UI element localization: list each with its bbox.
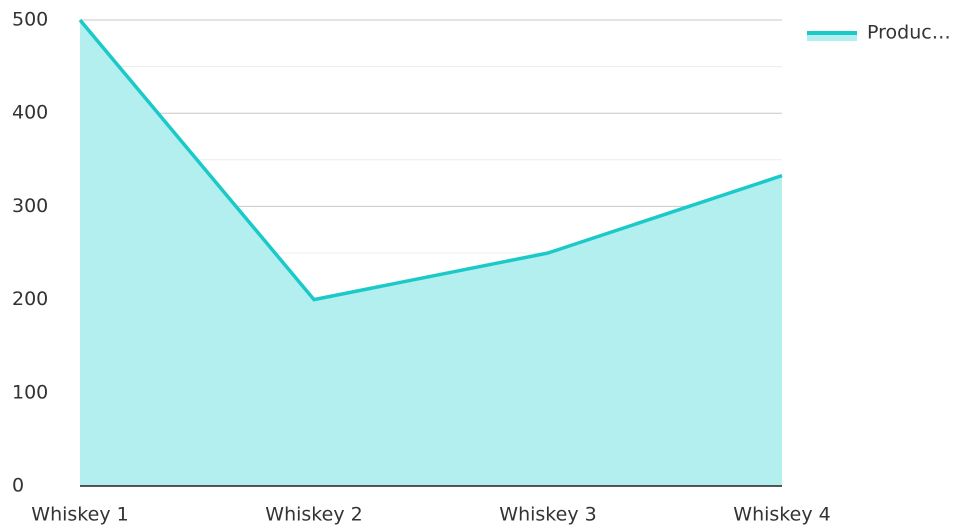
y-tick-label: 300: [12, 195, 48, 217]
x-tick-label: Whiskey 1: [31, 504, 128, 526]
y-tick-label: 200: [12, 288, 48, 310]
y-tick-label: 100: [12, 381, 48, 403]
line: [78, 18, 783, 302]
x-tick-label: Whiskey 4: [733, 504, 830, 526]
x-tick-label: Whiskey 2: [265, 504, 362, 526]
area-fill: [80, 20, 782, 486]
y-tick-label: 400: [12, 102, 48, 124]
x-tick-label: Whiskey 3: [499, 504, 596, 526]
legend-label: Produc…: [867, 22, 951, 44]
legend-swatch: [807, 33, 857, 41]
y-tick-label: 500: [12, 9, 48, 31]
y-tick-label: 0: [12, 475, 24, 497]
